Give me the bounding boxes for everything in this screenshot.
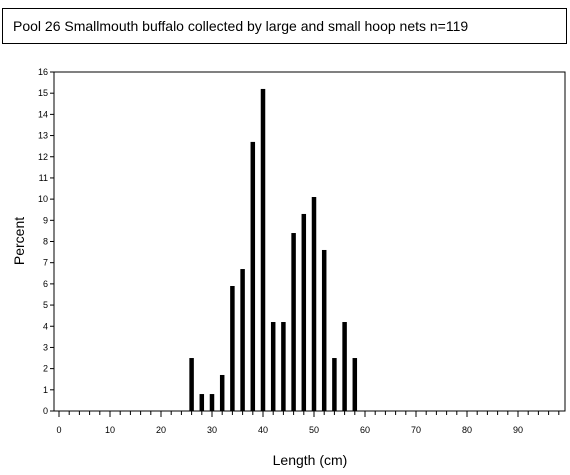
bar	[240, 269, 245, 411]
y-tick-label: 10	[38, 194, 48, 204]
x-axis-title: Length (cm)	[273, 452, 348, 468]
bars	[189, 88, 358, 411]
y-tick-label: 8	[43, 237, 48, 247]
y-tick-label: 11	[39, 173, 48, 183]
bar	[260, 88, 266, 411]
y-axis-title: Percent	[11, 217, 27, 265]
x-tick-label: 60	[360, 425, 370, 435]
bar	[209, 394, 215, 411]
plot-frame	[53, 71, 566, 412]
bar	[332, 358, 337, 411]
y-tick-label: 3	[43, 342, 48, 352]
x-tick-label: 20	[156, 425, 166, 435]
x-axis: 0 10 20 30 40 50 60 70 80 90	[56, 411, 560, 435]
x-tick-label: 40	[258, 425, 268, 435]
y-tick-label: 12	[38, 152, 48, 162]
x-tick-label: 0	[56, 425, 61, 435]
y-tick-label: 1	[43, 385, 48, 395]
y-tick-label: 6	[43, 279, 48, 289]
y-tick-label: 16	[38, 67, 48, 77]
bar	[189, 358, 194, 411]
bar	[291, 233, 296, 411]
y-tick-label: 4	[43, 321, 48, 331]
bar	[250, 141, 256, 411]
bar	[199, 394, 205, 411]
y-tick-label: 0	[43, 406, 48, 416]
bar	[270, 322, 276, 411]
y-tick-label: 13	[38, 131, 48, 141]
x-tick-label: 90	[513, 425, 523, 435]
y-tick-label: 9	[43, 215, 48, 225]
x-tick-label: 80	[462, 425, 472, 435]
x-tick-label: 50	[309, 425, 319, 435]
bar	[342, 322, 347, 411]
bar	[219, 374, 225, 411]
x-tick-label: 30	[207, 425, 217, 435]
x-tick-label: 10	[105, 425, 115, 435]
y-tick-label: 15	[38, 88, 48, 98]
bar	[311, 197, 317, 411]
bar	[301, 213, 307, 411]
bar	[281, 322, 286, 411]
bar	[230, 285, 235, 411]
x-tick-label: 70	[411, 425, 421, 435]
y-tick-label: 14	[38, 109, 48, 119]
y-tick-label: 2	[43, 364, 48, 374]
chart-title-box: Pool 26 Smallmouth buffalo collected by …	[2, 8, 567, 44]
chart-title: Pool 26 Smallmouth buffalo collected by …	[13, 18, 469, 34]
y-tick-label: 7	[43, 258, 48, 268]
bar	[321, 249, 327, 411]
y-tick-label: 5	[43, 300, 48, 310]
bar	[352, 358, 358, 411]
